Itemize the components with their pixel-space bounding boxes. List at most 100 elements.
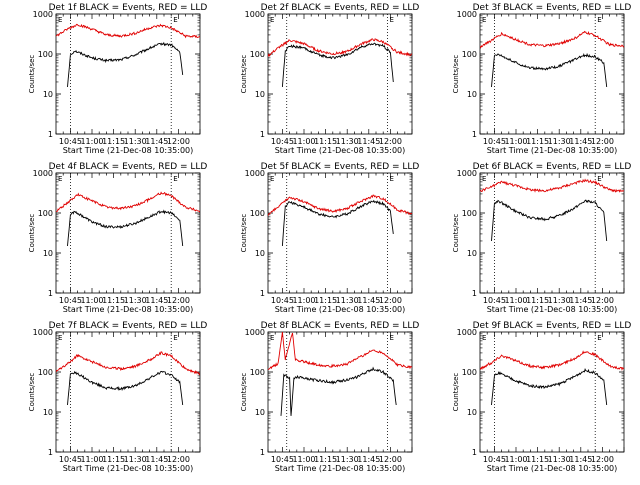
y-tick-label: 10 bbox=[255, 249, 265, 258]
y-tick-label: 10 bbox=[43, 249, 53, 258]
marker-label: E bbox=[173, 334, 177, 342]
x-tick-label: 12:00 bbox=[591, 455, 614, 464]
y-tick-label: 10 bbox=[467, 249, 477, 258]
plot-frame bbox=[55, 172, 201, 294]
chart-panel-3: Det 3f BLACK = Events, RED = LLD 1 10 100 10… bbox=[452, 3, 631, 155]
marker-label: E bbox=[390, 175, 394, 183]
x-tick-label: 11:30 bbox=[548, 137, 571, 146]
chart-panel-9: Det 9f BLACK = Events, RED = LLD 1 10 100 10… bbox=[452, 321, 631, 473]
plot-frame bbox=[55, 13, 201, 135]
x-tick-label: 11:00 bbox=[504, 296, 527, 305]
x-tick-label: 11:15 bbox=[314, 137, 337, 146]
marker-label: E bbox=[597, 334, 601, 342]
y-tick-label: 1000 bbox=[245, 169, 265, 178]
y-tick-label: 1 bbox=[472, 289, 477, 298]
x-tick-label: 11:45 bbox=[569, 296, 592, 305]
x-tick-label: 11:30 bbox=[124, 296, 147, 305]
y-axis-label: Counts/sec bbox=[452, 373, 460, 412]
series-line-black bbox=[491, 52, 608, 88]
series-line-red bbox=[56, 351, 200, 376]
y-axis-label: Counts/sec bbox=[28, 373, 36, 412]
y-tick-label: 100 bbox=[250, 368, 265, 377]
y-tick-label: 100 bbox=[462, 209, 477, 218]
chart-title: Det 1f BLACK = Events, RED = LLD bbox=[49, 3, 208, 13]
marker-label: E bbox=[173, 16, 177, 24]
series-line-red bbox=[56, 191, 200, 213]
x-tick-label: 11:15 bbox=[526, 296, 549, 305]
y-tick-label: 1000 bbox=[33, 169, 53, 178]
y-tick-label: 100 bbox=[250, 209, 265, 218]
plot-frame bbox=[479, 13, 625, 135]
y-tick-label: 1000 bbox=[457, 10, 477, 19]
x-tick-label: 11:45 bbox=[357, 455, 380, 464]
chart-panel-6: Det 6f BLACK = Events, RED = LLD 1 10 100 10… bbox=[452, 162, 631, 314]
x-tick-label: 11:15 bbox=[102, 455, 125, 464]
chart-panel-7: Det 7f BLACK = Events, RED = LLD 1 10 100 10… bbox=[28, 321, 207, 473]
marker-label: E bbox=[482, 175, 486, 183]
y-tick-label: 1 bbox=[472, 130, 477, 139]
series-line-black bbox=[491, 199, 608, 242]
y-tick-label: 10 bbox=[255, 408, 265, 417]
plot-frame bbox=[479, 331, 625, 453]
x-axis-label: Start Time (21-Dec-08 10:35:00) bbox=[63, 146, 194, 155]
x-tick-label: 11:00 bbox=[80, 137, 103, 146]
chart-title: Det 8f BLACK = Events, RED = LLD bbox=[261, 321, 420, 331]
y-tick-label: 1 bbox=[260, 289, 265, 298]
x-tick-label: 11:00 bbox=[504, 455, 527, 464]
y-axis-label: Counts/sec bbox=[28, 214, 36, 253]
marker-label: E bbox=[173, 175, 177, 183]
y-tick-label: 100 bbox=[38, 50, 53, 59]
x-axis-label: Start Time (21-Dec-08 10:35:00) bbox=[487, 464, 618, 473]
x-tick-label: 12:00 bbox=[167, 137, 190, 146]
marker-label: E bbox=[390, 334, 394, 342]
x-tick-label: 11:00 bbox=[80, 455, 103, 464]
x-tick-label: 11:00 bbox=[292, 137, 315, 146]
series-line-black bbox=[281, 199, 394, 247]
x-tick-label: 11:30 bbox=[336, 137, 359, 146]
y-tick-label: 10 bbox=[255, 90, 265, 99]
x-tick-label: 11:15 bbox=[526, 455, 549, 464]
chart-title: Det 2f BLACK = Events, RED = LLD bbox=[261, 3, 420, 13]
x-tick-label: 12:00 bbox=[379, 296, 402, 305]
x-tick-label: 11:30 bbox=[124, 137, 147, 146]
y-tick-label: 1000 bbox=[245, 328, 265, 337]
series-line-black bbox=[491, 367, 608, 406]
chart-panel-2: Det 2f BLACK = Events, RED = LLD 1 10 100 10… bbox=[240, 3, 419, 155]
x-tick-label: 11:15 bbox=[314, 455, 337, 464]
series-line-red bbox=[268, 332, 412, 371]
x-tick-label: 11:15 bbox=[314, 296, 337, 305]
x-tick-label: 10:45 bbox=[271, 455, 294, 464]
x-tick-label: 11:45 bbox=[357, 296, 380, 305]
x-axis-label: Start Time (21-Dec-08 10:35:00) bbox=[275, 464, 406, 473]
series-line-black bbox=[67, 209, 184, 247]
marker-label: E bbox=[58, 175, 62, 183]
y-tick-label: 10 bbox=[467, 408, 477, 417]
x-tick-label: 11:45 bbox=[145, 296, 168, 305]
series-line-black bbox=[281, 42, 394, 88]
y-tick-label: 10 bbox=[43, 408, 53, 417]
x-tick-label: 10:45 bbox=[59, 455, 82, 464]
x-tick-label: 11:45 bbox=[145, 137, 168, 146]
y-axis-label: Counts/sec bbox=[240, 214, 248, 253]
x-tick-label: 10:45 bbox=[483, 296, 506, 305]
y-tick-label: 1000 bbox=[457, 328, 477, 337]
x-tick-label: 12:00 bbox=[379, 455, 402, 464]
x-axis-label: Start Time (21-Dec-08 10:35:00) bbox=[63, 305, 194, 314]
y-tick-label: 10 bbox=[43, 90, 53, 99]
y-axis-label: Counts/sec bbox=[240, 55, 248, 94]
y-tick-label: 100 bbox=[462, 368, 477, 377]
y-tick-label: 100 bbox=[38, 368, 53, 377]
chart-panel-8: Det 8f BLACK = Events, RED = LLD 1 10 100 10… bbox=[240, 321, 419, 473]
series-line-red bbox=[268, 38, 412, 57]
x-tick-label: 11:45 bbox=[357, 137, 380, 146]
x-tick-label: 10:45 bbox=[483, 455, 506, 464]
x-axis-label: Start Time (21-Dec-08 10:35:00) bbox=[487, 305, 618, 314]
x-tick-label: 10:45 bbox=[59, 296, 82, 305]
y-tick-label: 1000 bbox=[33, 10, 53, 19]
y-axis-label: Counts/sec bbox=[240, 373, 248, 412]
series-line-red bbox=[480, 178, 624, 193]
y-tick-label: 1 bbox=[472, 448, 477, 457]
x-tick-label: 12:00 bbox=[591, 137, 614, 146]
y-tick-label: 10 bbox=[467, 90, 477, 99]
y-tick-label: 1 bbox=[48, 448, 53, 457]
